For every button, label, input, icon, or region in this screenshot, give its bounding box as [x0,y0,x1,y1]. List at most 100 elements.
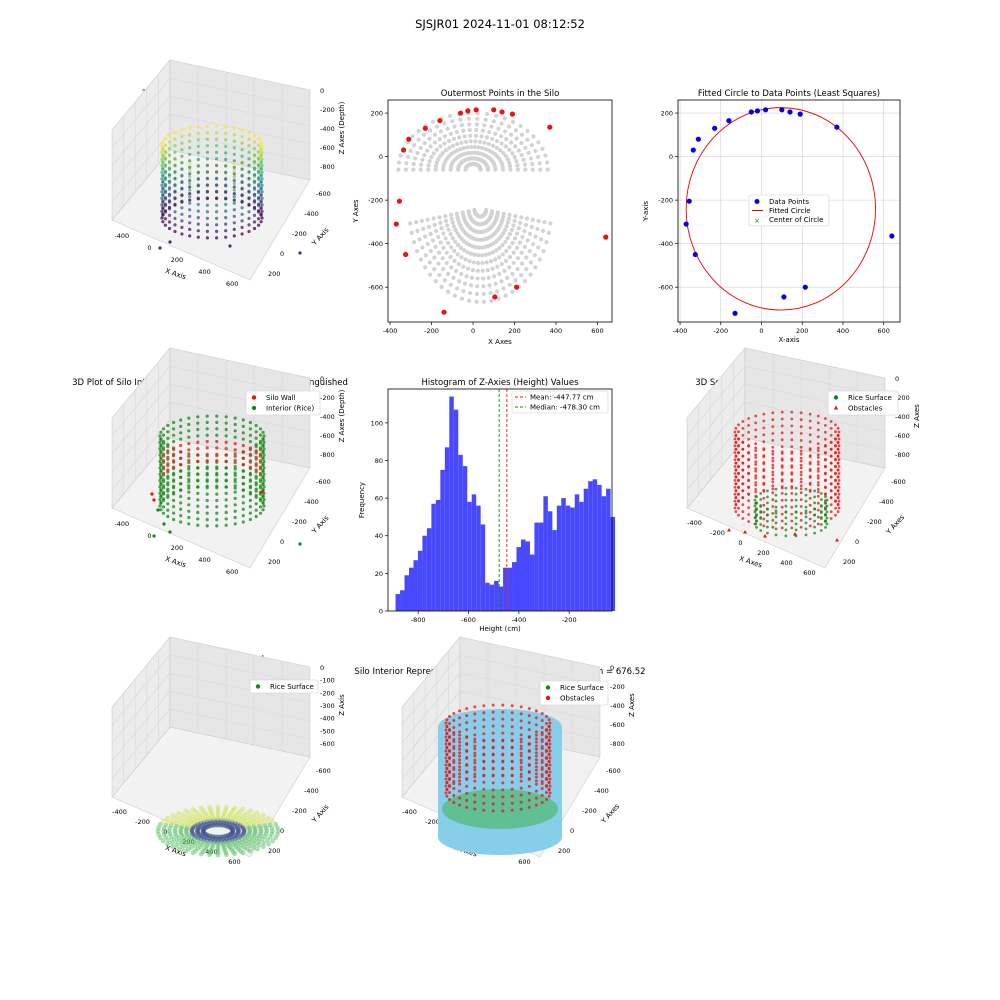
data-point [261,462,265,466]
rice-point [784,522,788,526]
obstacle-point [527,728,531,732]
obstacle-point [501,710,505,714]
data-point [205,452,209,456]
data-point [257,176,261,180]
obstacle-point [771,418,775,422]
interior-point [505,275,510,281]
obstacle-point [465,728,469,732]
obstacle-point [448,736,451,739]
obstacle-point [733,430,737,434]
median-label: Median: -478.30 cm [530,404,600,412]
interior-point [469,275,475,280]
obstacle-point [452,787,456,790]
data-point [196,459,200,463]
obstacle-point [780,452,784,455]
data-point [247,202,251,207]
data-point [161,459,166,463]
data-point [215,183,219,187]
obstacle-point [834,444,837,447]
data-point [163,196,167,200]
data-point [254,481,258,485]
surface-point [260,844,266,850]
obstacle-point [836,440,840,444]
data-point [172,420,176,425]
obstacle-point [837,479,841,482]
data-point [180,193,184,198]
histogram-bar [480,524,486,611]
data-point [232,214,236,218]
interior-point [495,289,500,294]
data-point [172,440,176,444]
data-point [205,196,209,200]
interior-point [532,253,537,258]
y-tick-label: 200 [558,847,570,855]
rice-point [804,511,808,515]
surface-point [161,838,166,844]
data-point [260,203,264,207]
data-point [196,510,200,515]
obstacle-point [837,506,841,510]
obstacle-point [799,425,803,428]
interior-point [506,216,511,221]
data-point [159,494,163,498]
data-point [187,471,191,475]
rice-point [794,486,798,490]
x-tick-label: -200 [710,529,725,537]
data-point [168,530,172,534]
obstacle-point [534,782,538,786]
obstacle-point [790,505,794,509]
legend-label: Obstacles [560,695,595,703]
data-point [252,153,257,157]
data-point [187,422,191,427]
data-point [257,169,261,174]
histogram-bar [471,494,477,611]
y-tick-label: 0 [570,827,574,835]
x-tick-label: -200 [424,327,439,335]
interior-point [524,267,529,272]
interior-point [533,148,538,153]
z-tick-label: -400 [320,413,335,421]
obstacle-point [771,449,775,453]
obstacle-point [547,718,551,722]
obstacle-point [836,454,840,458]
interior-point [545,167,550,172]
y-tick-label: -200 [867,518,882,526]
data-point [224,466,228,470]
obstacle-point [835,538,839,542]
obstacle-point [808,419,812,423]
data-point [232,185,236,189]
obstacle-point [829,461,833,465]
obstacle-point [829,475,833,479]
obstacle-point [799,505,803,508]
obstacle-point [799,487,803,491]
data-point [161,446,166,450]
surface-point [248,808,253,814]
surface-point [258,826,264,831]
interior-point [440,266,446,272]
data-point [260,216,264,220]
data-point [187,452,191,456]
obstacle-point [834,471,837,475]
data-point [205,505,209,509]
rice-point [819,498,823,501]
data-point [240,161,244,165]
obstacle-point [540,782,544,785]
interior-point [433,279,438,284]
interior-point [455,242,461,248]
data-point [188,214,192,218]
z-tick-label: -800 [320,451,335,459]
data-point [188,227,192,231]
data-point [196,131,200,135]
obstacle-point [548,756,552,760]
surface-point [261,816,267,822]
obstacle-point [771,425,775,428]
interior-point [427,136,432,141]
data-point [224,447,228,451]
rice-point [766,519,769,523]
obstacle-point [816,476,820,480]
rice-point [825,510,829,514]
data-point [261,468,265,473]
y-tick-label: -200 [292,518,307,526]
obstacle-point [540,768,544,771]
obstacle-point [448,743,451,746]
